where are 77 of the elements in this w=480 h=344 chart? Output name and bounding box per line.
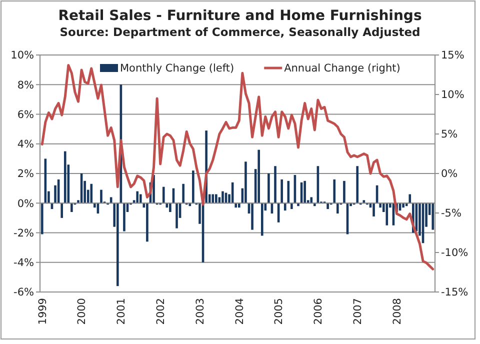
bar	[192, 170, 194, 204]
bar	[287, 180, 290, 204]
bar	[402, 203, 404, 208]
bar	[314, 203, 316, 206]
x-tick-label: 1999	[36, 298, 49, 325]
bar	[162, 186, 165, 204]
bar	[234, 203, 238, 208]
y-tick-label: 10%	[10, 50, 34, 62]
y-tick-label: -6%	[14, 286, 34, 299]
bar	[60, 203, 63, 218]
bar	[100, 190, 102, 204]
bar	[251, 203, 254, 230]
bar	[284, 203, 286, 211]
x-tick-label: 2005	[273, 298, 286, 325]
bar	[333, 179, 336, 204]
bar	[116, 203, 119, 286]
legend-label: Annual Change (right)	[284, 62, 400, 75]
bar	[274, 166, 276, 204]
bar	[326, 203, 329, 210]
bar	[297, 203, 300, 206]
bar	[408, 194, 412, 204]
y-tick-label: -2%	[14, 227, 34, 240]
bar	[212, 194, 214, 204]
y-tick-label: 2%	[17, 168, 34, 180]
bar	[146, 203, 148, 242]
bar	[176, 203, 178, 228]
y-tick-label: 0%	[17, 198, 34, 210]
bar	[280, 179, 283, 204]
bar	[169, 203, 172, 212]
bar	[260, 203, 264, 236]
x-tick-label: 2008	[391, 298, 404, 325]
legend-label: Monthly Change (left)	[120, 62, 234, 75]
y2-tick-label: -5%	[441, 208, 462, 220]
x-tick-label: 2007	[352, 298, 364, 325]
bar	[336, 203, 339, 214]
y2-tick-label: 10%	[441, 89, 464, 102]
y-tick-label: -4%	[14, 257, 34, 270]
bar	[244, 162, 247, 204]
bar	[258, 150, 260, 204]
x-tick-label: 2000	[76, 298, 88, 325]
chart-title: Retail Sales - Furniture and Home Furnishings	[58, 8, 422, 24]
bar	[90, 184, 93, 204]
bar	[188, 203, 192, 206]
y-tick-label: 4%	[17, 138, 34, 151]
bar	[40, 203, 44, 234]
bar	[238, 203, 240, 208]
bar	[123, 203, 126, 232]
bar	[136, 191, 139, 204]
bar	[268, 174, 270, 204]
y2-tick-label: 15%	[441, 50, 464, 62]
x-tick-label: 2003	[194, 298, 206, 325]
bar	[222, 191, 224, 204]
bar	[64, 151, 66, 204]
bar	[70, 203, 73, 212]
y-tick-label: 6%	[17, 108, 34, 121]
bar	[372, 203, 375, 216]
x-tick-label: 2001	[116, 298, 128, 325]
bar	[290, 203, 293, 210]
y2-tick-label: -15%	[441, 286, 468, 299]
bar	[310, 197, 313, 204]
bar	[379, 203, 382, 208]
bar	[356, 166, 358, 204]
bar	[386, 203, 388, 226]
x-tick-label: 2004	[234, 298, 246, 325]
chart-subtitle: Source: Department of Commerce, Seasonally Adjusted	[60, 25, 420, 39]
bar	[432, 203, 434, 230]
y-tick-label: 8%	[17, 79, 34, 92]
x-tick-label: 2002	[155, 298, 168, 325]
y2-tick-label: -10%	[441, 247, 468, 260]
bar	[182, 184, 184, 204]
bar	[215, 194, 218, 204]
bar	[139, 194, 142, 204]
bar	[304, 180, 306, 204]
y2-tick-label: 0%	[441, 168, 458, 180]
y2-tick-label: 5%	[441, 128, 458, 141]
x-tick-label: 2006	[312, 298, 325, 325]
bar	[343, 180, 346, 204]
